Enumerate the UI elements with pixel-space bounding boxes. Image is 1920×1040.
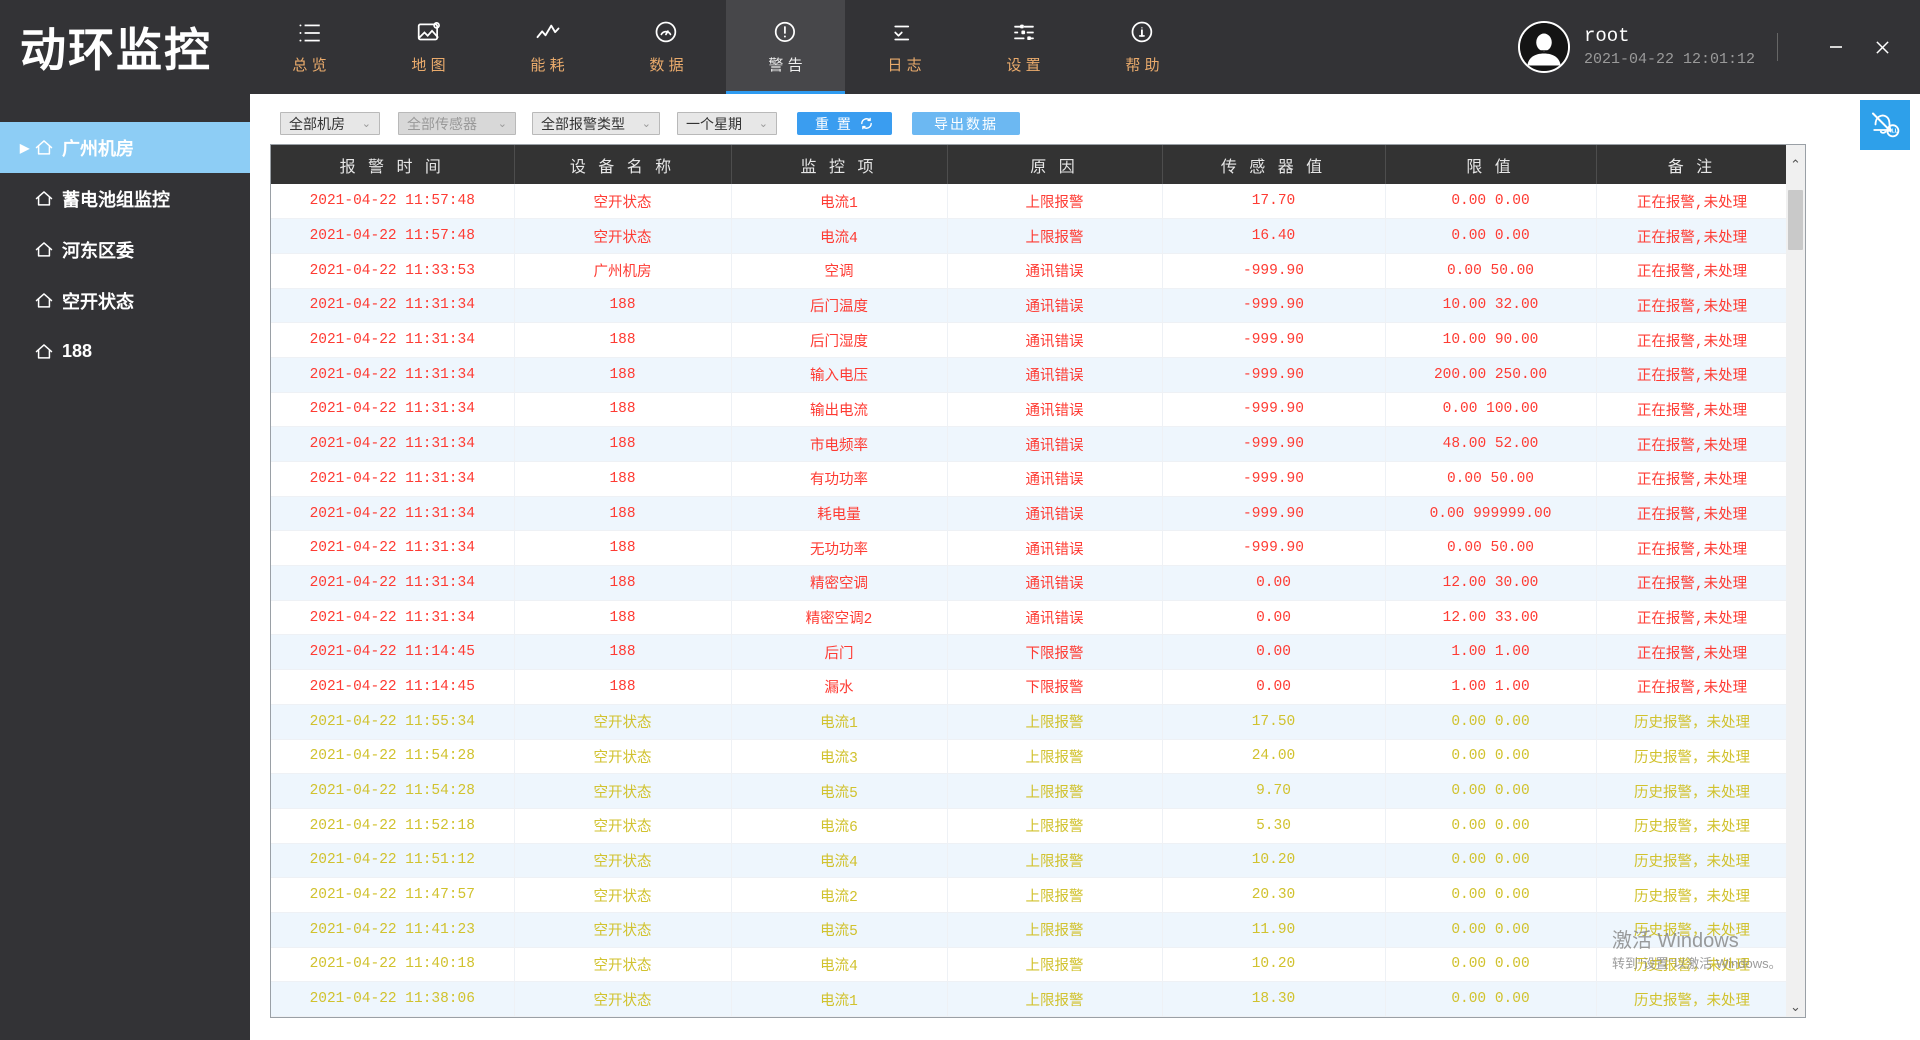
svg-text:ALL: ALL: [1888, 129, 1899, 135]
